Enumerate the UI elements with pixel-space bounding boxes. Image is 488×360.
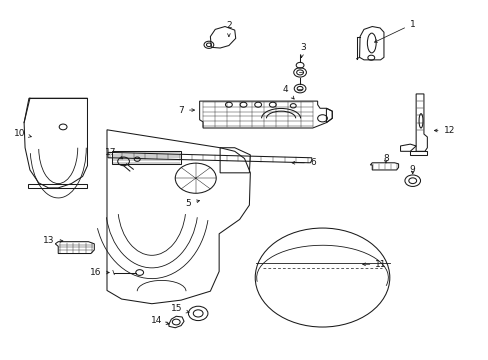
Text: 16: 16 [90, 268, 109, 277]
Text: 9: 9 [409, 165, 415, 174]
Text: 7: 7 [178, 105, 194, 114]
Text: 2: 2 [225, 21, 231, 36]
Text: 11: 11 [362, 260, 386, 269]
Text: 12: 12 [433, 126, 454, 135]
Text: 17: 17 [104, 148, 122, 159]
Text: 5: 5 [185, 199, 199, 208]
Text: 1: 1 [374, 19, 415, 42]
Text: 3: 3 [300, 43, 305, 58]
Text: 10: 10 [14, 129, 31, 138]
Text: 13: 13 [42, 237, 63, 246]
Text: 4: 4 [282, 85, 294, 99]
Text: 14: 14 [151, 316, 169, 325]
Text: 8: 8 [382, 154, 388, 163]
Text: 15: 15 [170, 304, 189, 313]
Text: 6: 6 [291, 158, 315, 167]
